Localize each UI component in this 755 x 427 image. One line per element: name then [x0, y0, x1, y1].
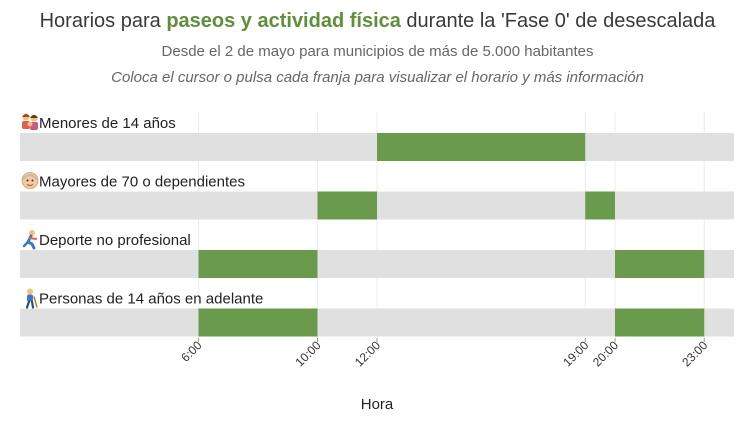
chart-title: Horarios para paseos y actividad física … [0, 10, 755, 33]
tick-label-5: 23:00 [679, 338, 710, 369]
tick-label-1: 10:00 [292, 338, 323, 369]
category-label-0: Menores de 14 años [39, 115, 176, 132]
runner-icon [22, 230, 37, 250]
x-axis-title: Hora [361, 396, 394, 413]
category-label-2: Deporte no profesional [39, 232, 191, 249]
range-bar-3-1[interactable] [615, 308, 705, 337]
tick-label-3: 19:00 [560, 338, 591, 369]
range-bar-3-0[interactable] [198, 308, 318, 337]
walker-icon [25, 288, 38, 309]
interaction-hint: Coloca el cursor o pulsa cada franja par… [111, 69, 644, 86]
range-bar-2-1[interactable] [615, 250, 705, 278]
category-label-3: Personas de 14 años en adelante [39, 291, 263, 308]
range-bar-1-1[interactable] [585, 191, 615, 220]
category-label-1: Mayores de 70 o dependientes [39, 174, 245, 191]
tick-label-4: 20:00 [590, 338, 621, 369]
title-suffix: durante la 'Fase 0' de desescalada [400, 10, 716, 32]
title-highlight: paseos y actividad física [166, 10, 401, 32]
range-bar-2-0[interactable] [198, 250, 318, 278]
chart-subtitle: Desde el 2 de mayo para municipios de má… [161, 43, 594, 60]
range-bar-1-0[interactable] [317, 191, 378, 220]
tick-label-0: 6:00 [178, 338, 205, 365]
tick-label-2: 12:00 [352, 338, 383, 369]
title-prefix: Horarios para [39, 10, 167, 32]
range-bar-0-0[interactable] [377, 133, 586, 161]
older-person-icon [21, 172, 39, 189]
family-icon [22, 113, 38, 130]
